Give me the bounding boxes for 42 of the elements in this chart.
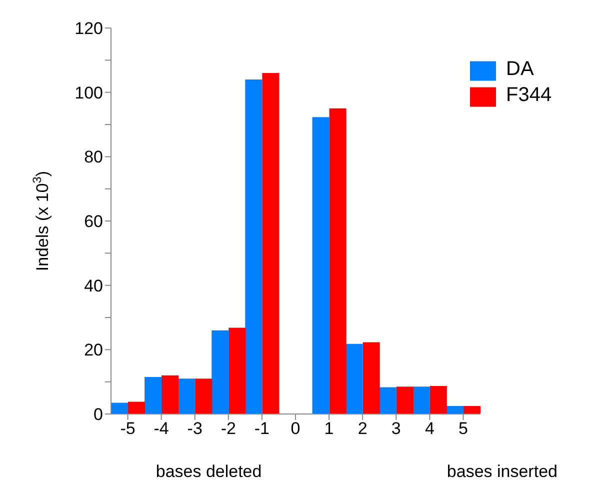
y-tick-label: 60 — [84, 212, 103, 232]
bar — [144, 377, 162, 414]
x-tick-label: 1 — [324, 419, 334, 438]
x-tick-label: -4 — [154, 419, 169, 438]
y-tick-label: 40 — [84, 276, 103, 296]
bar — [111, 402, 128, 414]
x-tick-label: -3 — [187, 419, 202, 438]
text: bases inserted — [446, 462, 558, 481]
x-tick-label: -2 — [220, 419, 236, 438]
bar — [430, 386, 447, 414]
bar — [228, 328, 246, 414]
bar — [379, 387, 396, 414]
x-tick-label: 4 — [424, 419, 434, 438]
bar — [446, 406, 464, 414]
text: bases deleted — [156, 462, 262, 481]
y-tick-label: 120 — [74, 19, 103, 38]
bar — [463, 406, 480, 414]
bar — [362, 342, 380, 414]
x-tick-label: 0 — [290, 419, 300, 438]
bar — [329, 108, 346, 414]
bar — [312, 117, 330, 414]
y-tick-label: 80 — [84, 148, 103, 167]
bar — [245, 79, 262, 414]
bar — [128, 402, 145, 414]
x-tick-label: -5 — [120, 419, 136, 438]
x-tick-label: 2 — [358, 419, 368, 438]
legend-label: DA — [506, 58, 534, 80]
bar — [212, 330, 229, 414]
x-tick-label: -1 — [254, 419, 270, 438]
bar — [178, 378, 196, 414]
bar — [346, 344, 363, 414]
bar — [412, 386, 430, 414]
legend-label: F344 — [506, 84, 552, 106]
bar — [195, 378, 212, 414]
y-tick-label: 100 — [74, 83, 103, 102]
bar — [396, 386, 414, 414]
bar — [262, 73, 280, 414]
x-tick-label: 3 — [391, 419, 401, 438]
bar — [162, 375, 179, 414]
y-tick-label: 20 — [84, 340, 103, 360]
y-tick-label: 0 — [94, 405, 103, 424]
x-tick-label: 5 — [458, 419, 468, 438]
